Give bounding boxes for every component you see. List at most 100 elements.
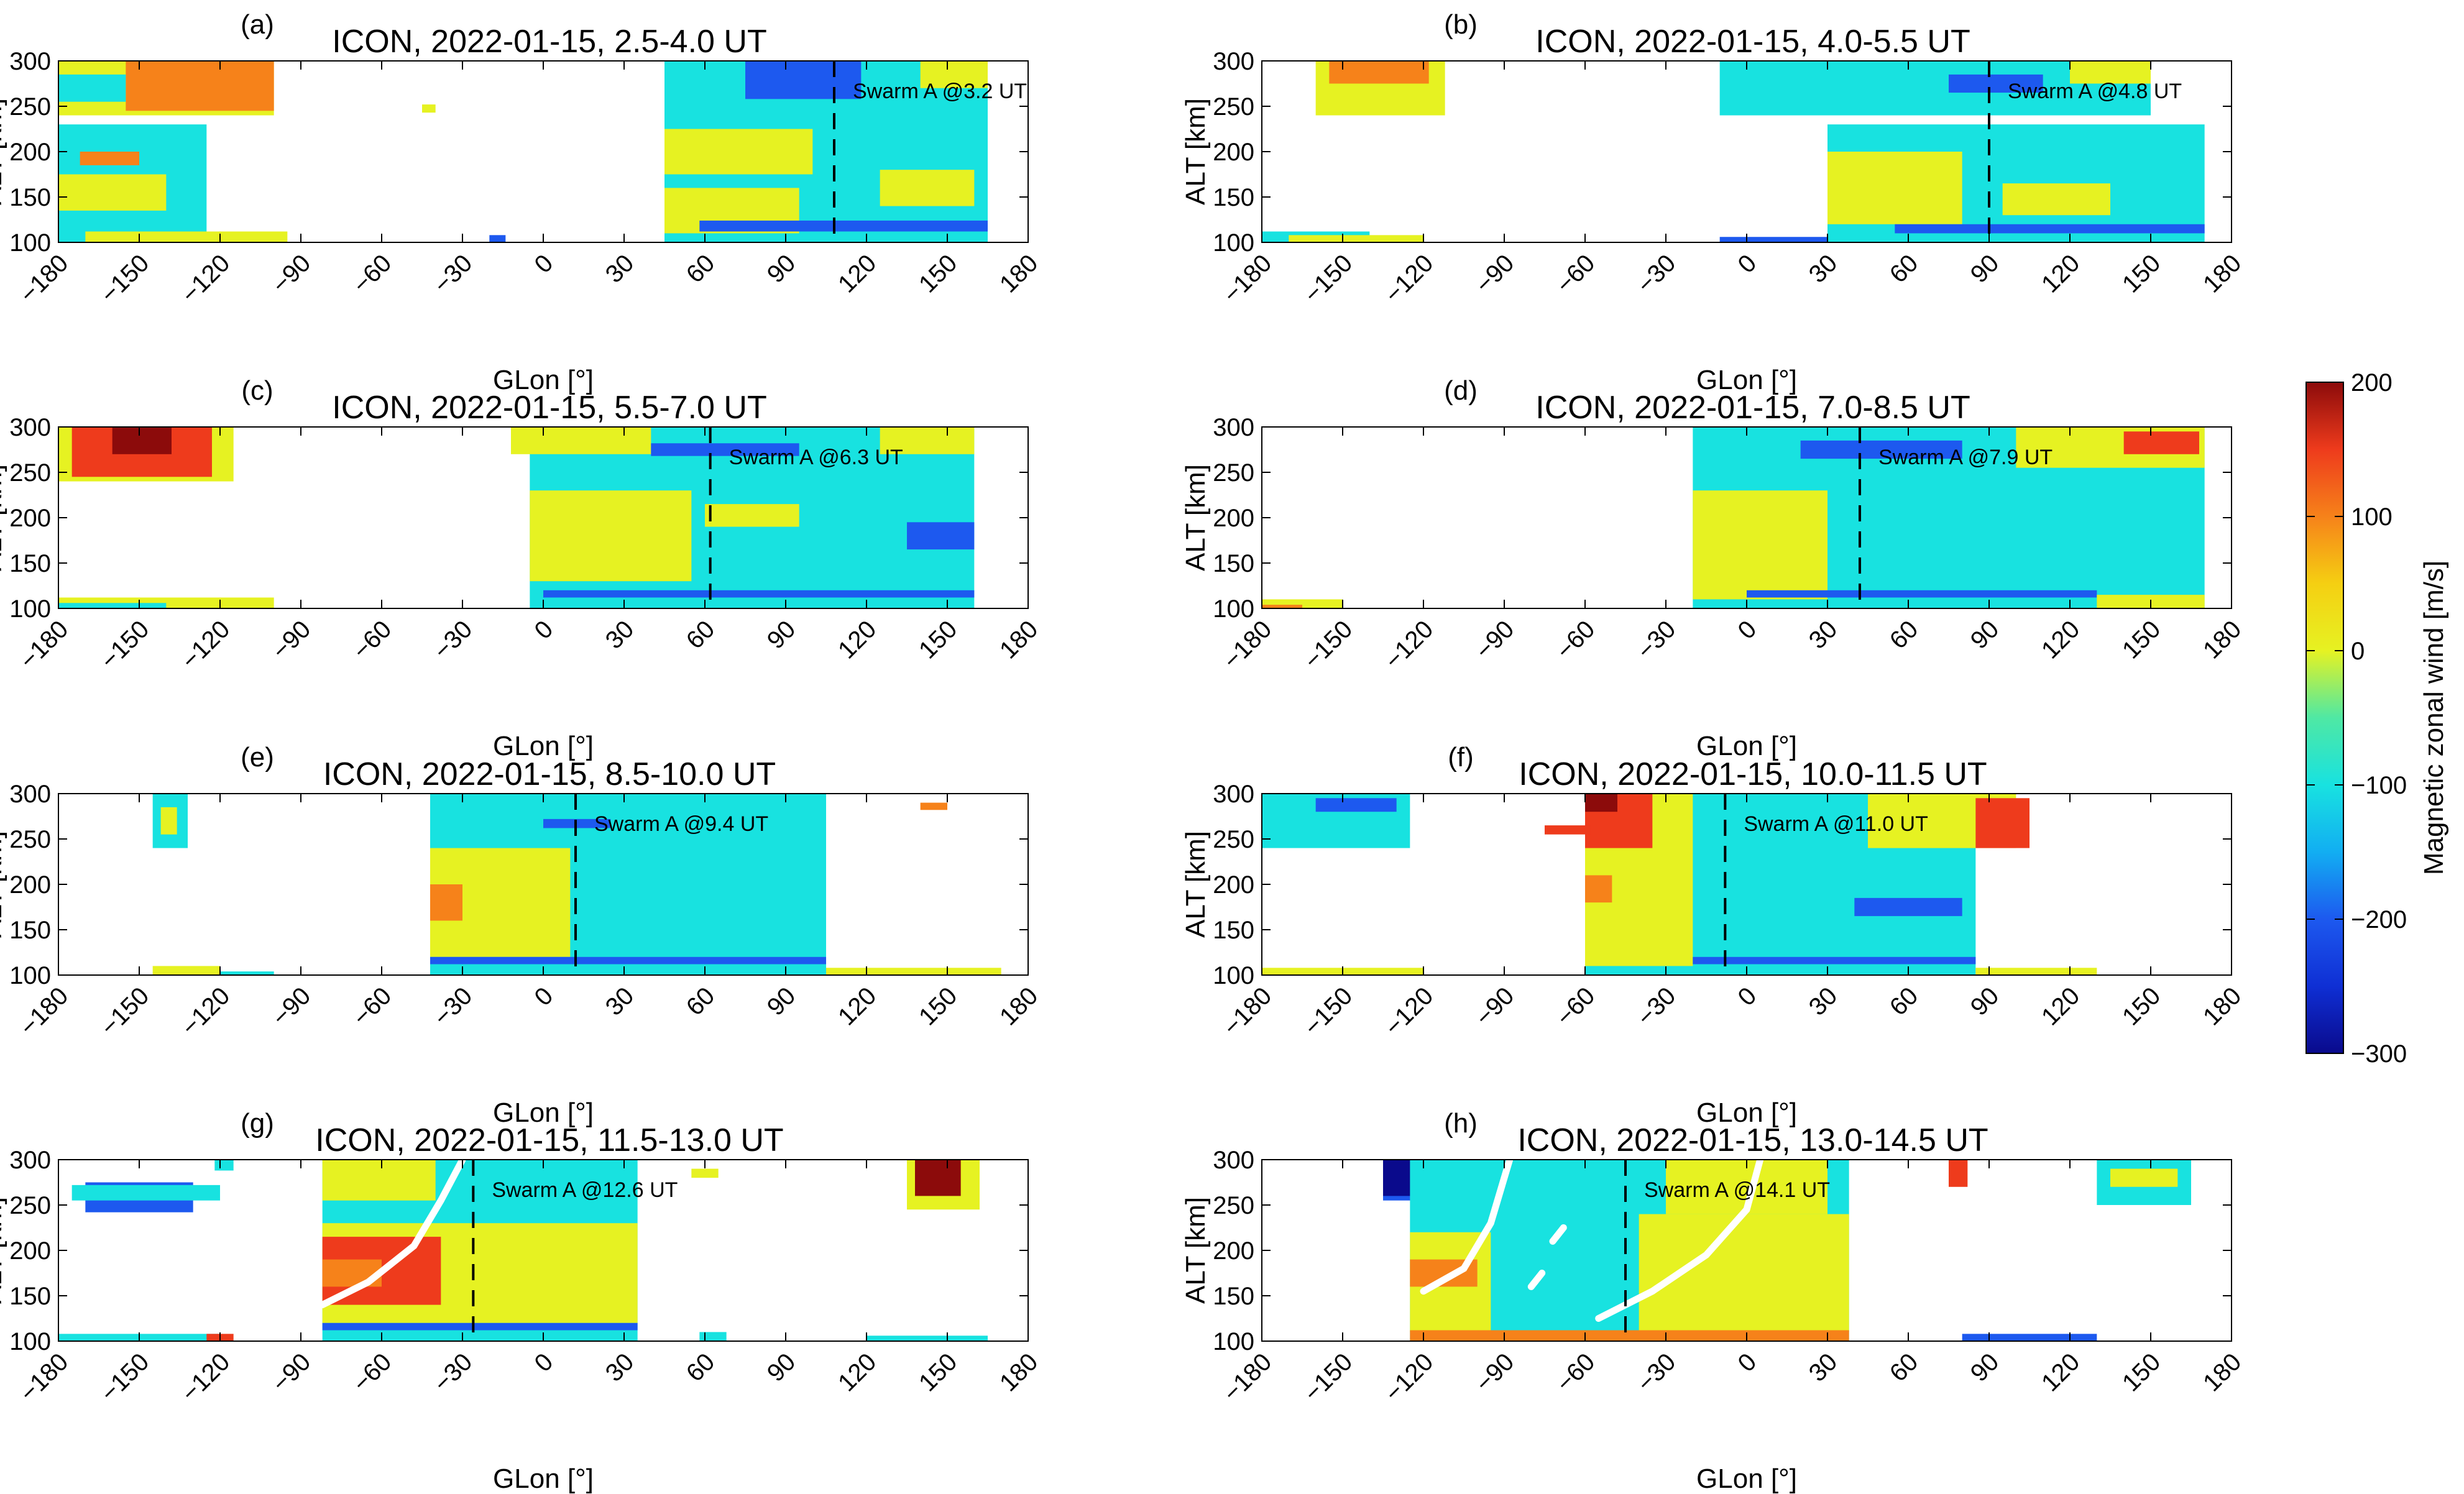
- x-tick-label: 0: [1733, 982, 1762, 1011]
- x-tick-label: −60: [1551, 982, 1600, 1031]
- wind-region: [2123, 431, 2199, 454]
- x-tick-label: −90: [1470, 615, 1519, 664]
- x-tick-label: 30: [600, 982, 640, 1021]
- x-axis-label: GLon [°]: [1696, 1464, 1797, 1494]
- wind-region: [58, 74, 126, 102]
- x-tick-label: −30: [1632, 982, 1681, 1031]
- colorbar-tick-label: −100: [2351, 772, 2407, 799]
- x-tick-label: −120: [177, 982, 236, 1041]
- panel-title: ICON, 2022-01-15, 10.0-11.5 UT: [1519, 756, 1987, 792]
- wind-region: [664, 129, 813, 175]
- y-tick-label: 250: [9, 93, 51, 121]
- wind-regions: [58, 61, 988, 242]
- x-tick-label: −150: [1299, 615, 1358, 674]
- x-tick-label: −90: [267, 1348, 316, 1397]
- panel-label: (d): [1444, 375, 1478, 406]
- x-tick-label: −150: [96, 982, 155, 1041]
- wind-region: [1329, 61, 1429, 84]
- colorbar: 200 100 0 −100 −200 −300 Magnetic zonal wind …: [2305, 369, 2449, 1068]
- x-tick-label: 90: [1965, 249, 2005, 288]
- y-tick-label: 300: [1213, 48, 1254, 75]
- x-tick-label: −60: [347, 982, 397, 1031]
- x-tick-label: −60: [1551, 1348, 1600, 1397]
- x-tick-label: 30: [1804, 1348, 1843, 1387]
- wind-regions: [58, 427, 975, 608]
- wind-region: [58, 174, 167, 211]
- x-tick-label: 180: [995, 1348, 1043, 1396]
- y-tick-label: 100: [9, 1328, 51, 1355]
- swarm-label: Swarm A @7.9 UT: [1878, 446, 2053, 469]
- wind-region: [2002, 183, 2110, 216]
- y-tick-label: 100: [9, 595, 51, 623]
- wind-region: [1693, 490, 1827, 600]
- x-tick-label: 120: [2036, 982, 2085, 1030]
- panel-label: (h): [1444, 1108, 1478, 1139]
- y-axis-label: ALT [km]: [0, 1197, 7, 1304]
- x-tick-label: 150: [914, 615, 962, 664]
- swarm-label: Swarm A @9.4 UT: [594, 812, 768, 836]
- wind-region: [2110, 1168, 2178, 1187]
- x-tick-label: −60: [347, 249, 397, 298]
- wind-region: [58, 603, 167, 608]
- y-tick-label: 200: [9, 139, 51, 166]
- swarm-label: Swarm A @3.2 UT: [853, 80, 1027, 103]
- wind-region: [1854, 897, 1962, 917]
- x-tick-label: −30: [428, 1348, 477, 1397]
- x-tick-label: 60: [681, 982, 720, 1021]
- wind-region: [1949, 1160, 1968, 1187]
- y-tick-label: 150: [1213, 550, 1254, 577]
- y-axis-label: ALT [km]: [0, 98, 7, 205]
- y-axis-label: ALT [km]: [1180, 98, 1211, 205]
- wind-region: [1289, 235, 1423, 242]
- x-tick-label: −120: [1380, 1348, 1439, 1407]
- wind-region: [826, 968, 1001, 975]
- x-tick-label: 150: [2117, 1348, 2166, 1396]
- x-tick-label: −150: [1299, 982, 1358, 1041]
- x-axis-label: GLon [°]: [493, 1464, 594, 1494]
- wind-region: [152, 966, 220, 975]
- panel-label: (c): [241, 375, 273, 406]
- x-tick-label: 120: [833, 982, 881, 1030]
- wind-region: [543, 590, 975, 598]
- wind-region: [160, 807, 177, 835]
- wind-region: [2070, 61, 2151, 84]
- y-axis-label: ALT [km]: [1180, 1197, 1211, 1304]
- x-tick-label: −150: [1299, 1348, 1358, 1407]
- wind-region: [1962, 1334, 2097, 1341]
- wind-region: [1949, 74, 2043, 93]
- x-tick-label: −120: [177, 249, 236, 308]
- x-tick-label: 120: [2036, 1348, 2085, 1396]
- wind-region: [530, 490, 692, 582]
- x-tick-label: −60: [347, 615, 397, 664]
- y-tick-label: 150: [9, 550, 51, 577]
- white-curve: [1549, 1224, 1567, 1245]
- x-tick-label: 60: [1885, 249, 1924, 288]
- x-tick-label: 60: [1885, 615, 1924, 654]
- wind-regions: [1262, 427, 2205, 608]
- wind-region: [1719, 237, 1827, 242]
- x-tick-label: −120: [1380, 615, 1439, 674]
- x-tick-label: 180: [2198, 1348, 2246, 1396]
- x-tick-label: 150: [2117, 615, 2166, 664]
- wind-region: [422, 104, 436, 113]
- x-tick-label: 150: [914, 982, 962, 1030]
- wind-region: [126, 61, 274, 111]
- y-tick-label: 150: [9, 917, 51, 944]
- x-tick-label: 30: [600, 615, 640, 654]
- colorbar-tick-label: 100: [2351, 503, 2393, 531]
- x-axis-label: GLon [°]: [1696, 731, 1797, 761]
- x-tick-label: 0: [530, 982, 559, 1011]
- y-axis-label: ALT [km]: [0, 831, 7, 938]
- wind-region: [322, 1160, 436, 1201]
- x-tick-label: 90: [762, 615, 801, 654]
- x-tick-label: −180: [1218, 615, 1277, 674]
- x-tick-label: 120: [2036, 615, 2085, 664]
- white-curve: [319, 1160, 466, 1309]
- y-tick-label: 250: [9, 459, 51, 487]
- y-tick-label: 200: [9, 505, 51, 532]
- x-tick-label: −150: [96, 1348, 155, 1407]
- x-axis-label: GLon [°]: [1696, 1098, 1797, 1128]
